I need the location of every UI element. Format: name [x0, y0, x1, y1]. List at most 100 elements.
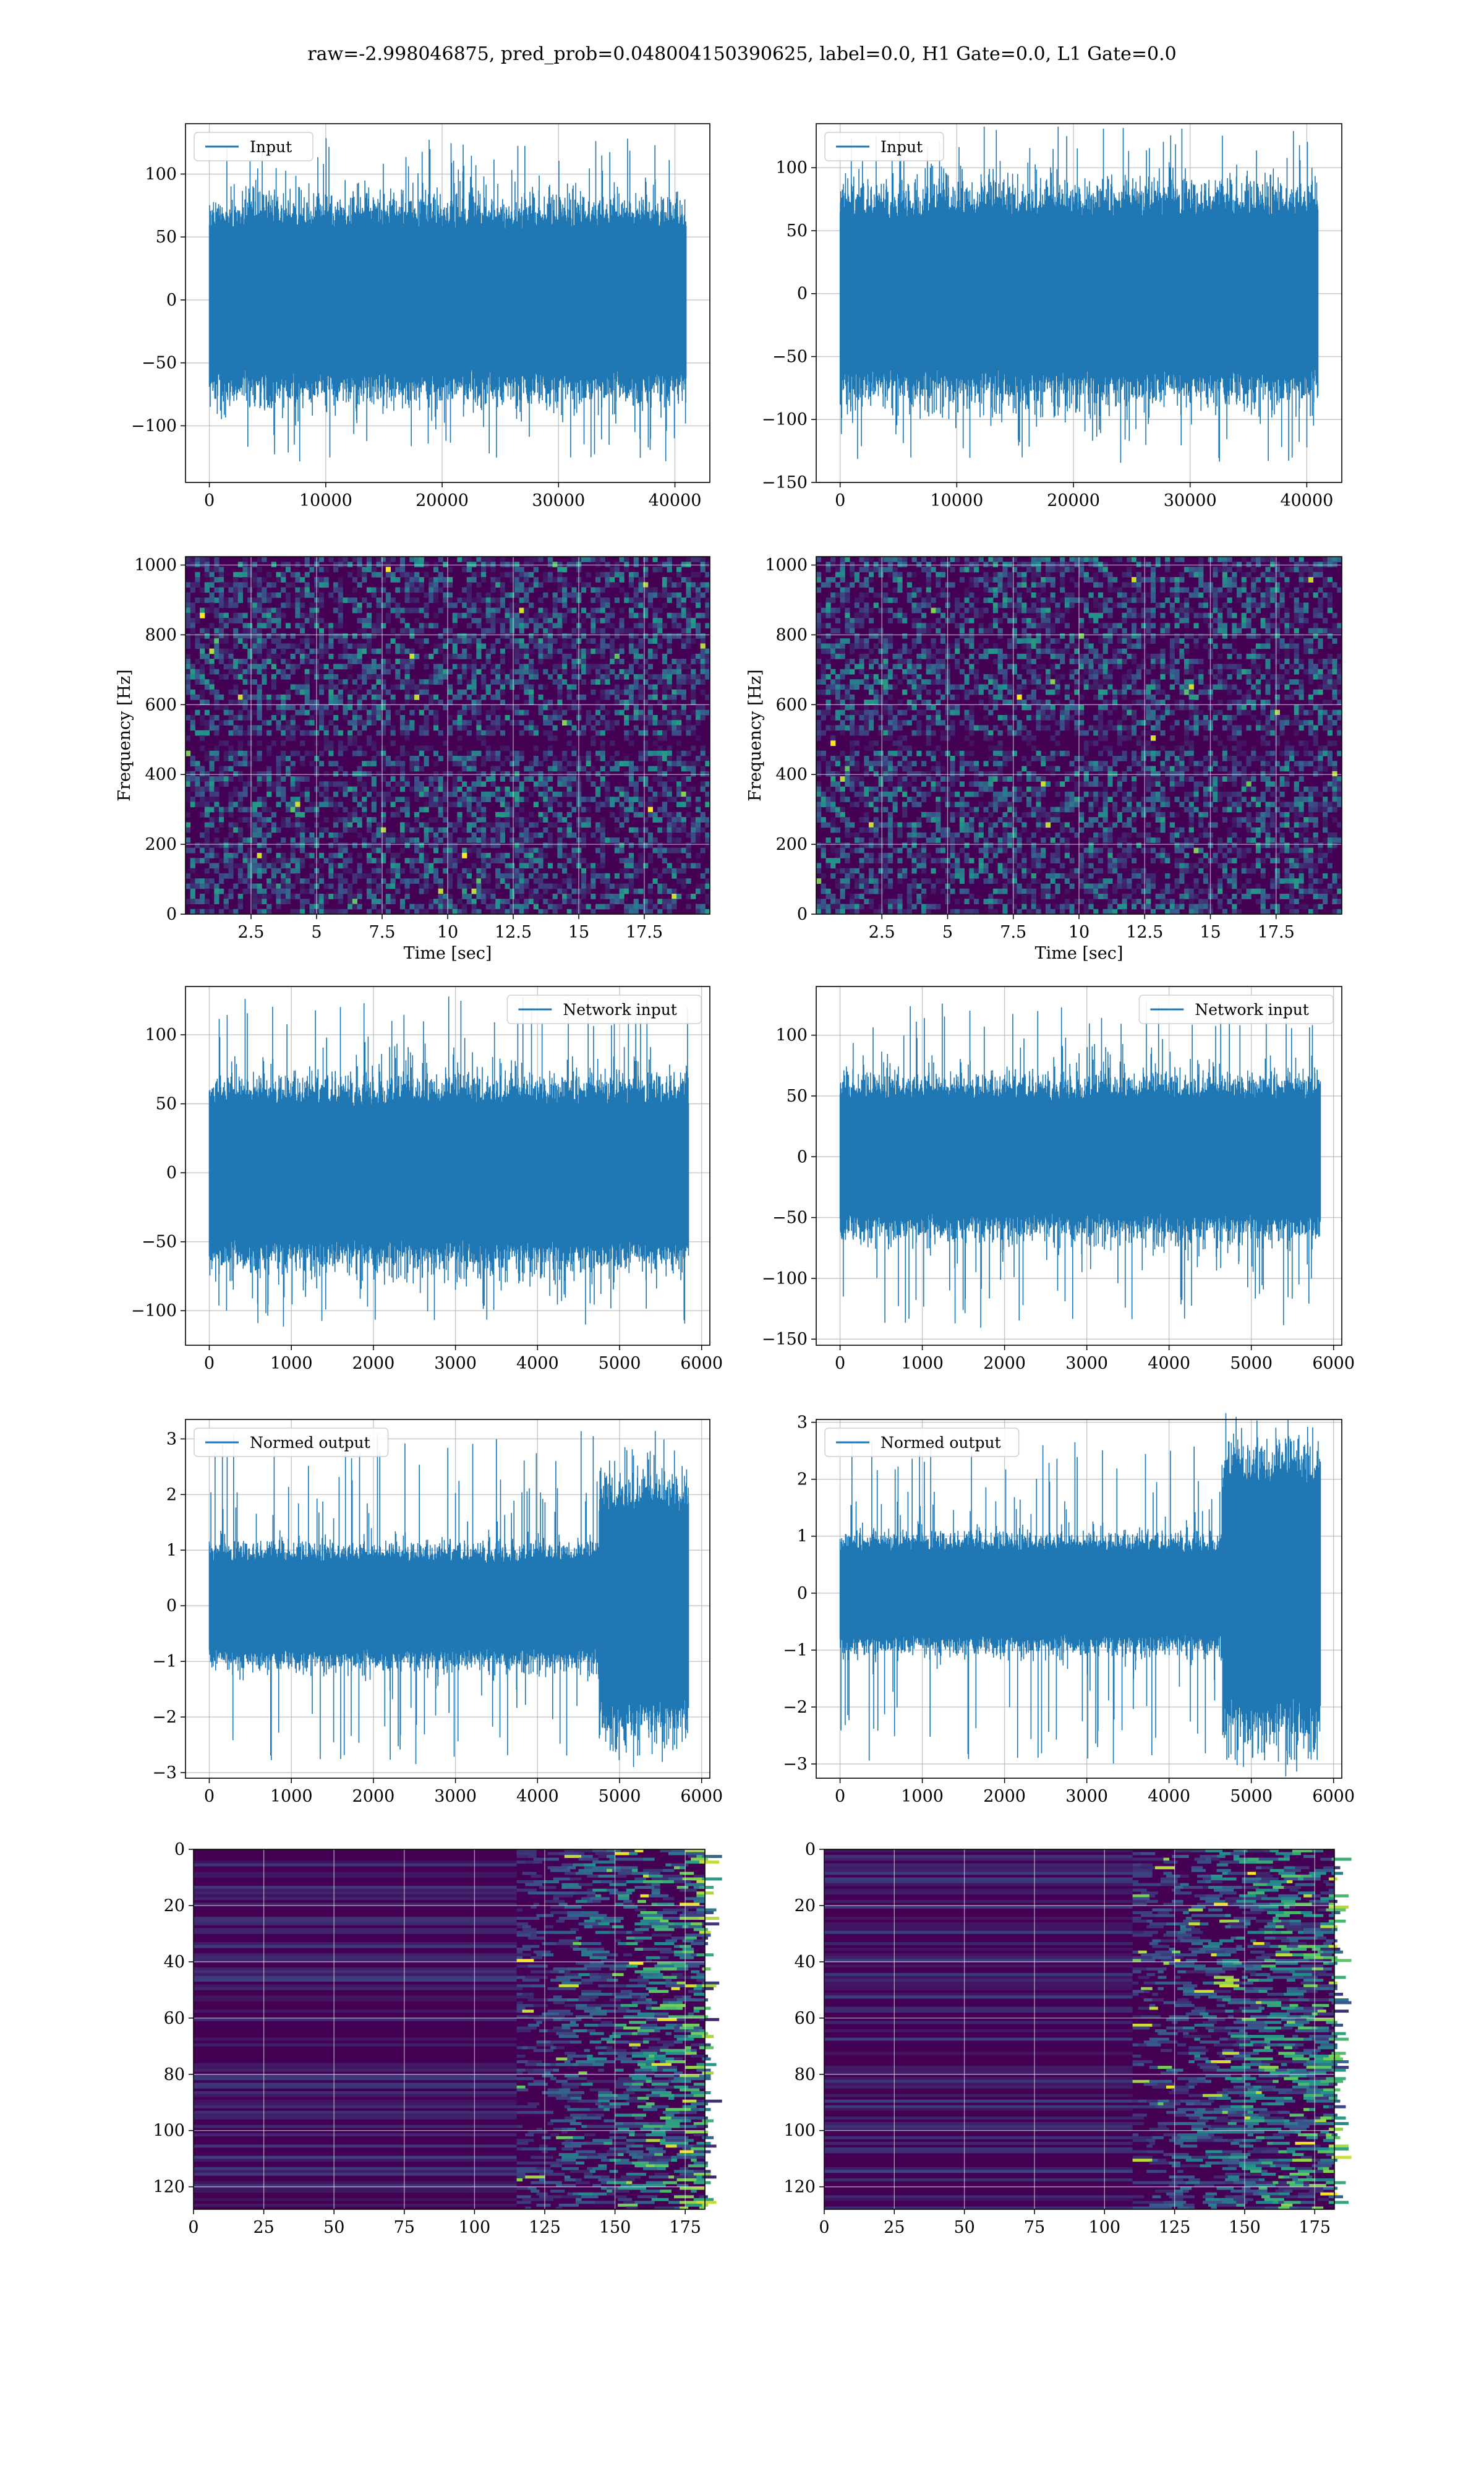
heatmap-cell	[281, 562, 286, 568]
heatmap-cell	[348, 664, 353, 670]
heatmap-cell	[845, 592, 850, 598]
heatmap-cell	[295, 802, 301, 808]
heatmap-cell	[328, 674, 334, 680]
heatmap-cell	[318, 648, 325, 654]
heatmap-cell	[581, 648, 587, 654]
heatmap-cell	[940, 623, 946, 629]
heatmap-cell	[614, 567, 620, 573]
heatmap-cell	[247, 863, 253, 869]
heatmap-cell	[385, 847, 391, 854]
heatmap-cell	[190, 909, 195, 915]
heatmap-cell	[624, 786, 629, 792]
heatmap-cell	[399, 761, 406, 767]
heatmap-cell	[676, 664, 682, 670]
heatmap-cell	[223, 602, 229, 609]
heatmap-cell	[571, 597, 577, 603]
heatmap-cell	[490, 577, 496, 583]
heatmap-cell	[267, 863, 272, 869]
heatmap-cell	[333, 674, 339, 680]
heatmap-cell	[242, 669, 248, 675]
heatmap-cell	[547, 628, 553, 634]
heatmap-cell	[1222, 577, 1227, 583]
heatmap-cell	[547, 633, 553, 639]
heatmap-cell	[619, 822, 625, 828]
heatmap-cell	[571, 562, 577, 568]
heatmap-cell	[424, 873, 429, 879]
heatmap-cell	[500, 827, 505, 833]
heatmap-cell	[571, 659, 577, 664]
heatmap-cell	[395, 602, 401, 609]
heatmap-cell	[385, 868, 391, 874]
heatmap-cell	[566, 592, 572, 598]
heatmap-cell	[1174, 557, 1180, 562]
heatmap-cell	[974, 567, 979, 573]
heatmap-cell	[529, 571, 534, 578]
heatmap-cell	[538, 582, 544, 588]
heatmap-cell	[552, 761, 558, 767]
heatmap-cell	[385, 704, 391, 711]
heatmap-cell	[443, 643, 448, 649]
heatmap-cell	[1298, 607, 1304, 614]
heatmap-cell	[1107, 612, 1113, 618]
heatmap-cell	[376, 832, 382, 838]
heatmap-cell	[1098, 602, 1104, 609]
heatmap-cell	[237, 868, 243, 874]
heatmap-cell	[204, 756, 210, 761]
heatmap-cell	[457, 771, 463, 777]
heatmap-cell	[510, 669, 515, 675]
heatmap-cell	[395, 761, 401, 767]
heatmap-cell	[237, 745, 243, 751]
heatmap-cell	[362, 694, 367, 700]
heatmap-cell	[700, 648, 706, 654]
heatmap-cell	[614, 873, 620, 879]
heatmap-cell	[352, 750, 357, 756]
heatmap-cell	[462, 797, 467, 802]
heatmap-cell	[462, 633, 467, 639]
heatmap-cell	[997, 633, 1003, 639]
heatmap-cell	[466, 643, 472, 649]
heatmap-cell	[323, 797, 329, 802]
heatmap-cell	[1193, 567, 1199, 573]
heatmap-cell	[438, 858, 443, 863]
heatmap-cell	[547, 802, 553, 808]
heatmap-cell	[443, 909, 448, 915]
heatmap-cell	[652, 715, 658, 721]
heatmap-cell	[290, 802, 296, 808]
heatmap-cell	[974, 562, 979, 568]
heatmap-cell	[357, 582, 362, 588]
heatmap-cell	[366, 735, 372, 741]
heatmap-cell	[295, 909, 301, 915]
heatmap-cell	[610, 720, 615, 726]
heatmap-cell	[538, 781, 544, 787]
heatmap-cell	[295, 709, 301, 716]
heatmap-cell	[1160, 628, 1166, 634]
heatmap-cell	[662, 704, 668, 711]
heatmap-cell	[1107, 633, 1113, 639]
heatmap-cell	[538, 557, 544, 562]
heatmap-cell	[638, 868, 644, 874]
heatmap-cell	[662, 771, 668, 777]
heatmap-cell	[676, 811, 682, 818]
heatmap-cell	[304, 612, 310, 618]
heatmap-cell	[705, 648, 710, 654]
heatmap-cell	[614, 750, 620, 756]
heatmap-cell	[385, 832, 391, 838]
heatmap-cell	[385, 571, 391, 578]
heatmap-cell	[209, 791, 215, 797]
heatmap-cell	[214, 863, 220, 869]
heatmap-cell	[490, 597, 496, 603]
heatmap-cell	[395, 709, 401, 716]
heatmap-cell	[429, 582, 434, 588]
heatmap-cell	[624, 597, 629, 603]
x-tick-label: 40000	[1280, 491, 1333, 510]
heatmap-cell	[1069, 592, 1075, 598]
heatmap-cell	[267, 582, 272, 588]
heatmap-cell	[964, 618, 970, 623]
heatmap-cell	[1088, 577, 1094, 583]
heatmap-cell	[362, 669, 367, 675]
heatmap-cell	[1088, 618, 1094, 623]
heatmap-cell	[1064, 592, 1070, 598]
heatmap-cell	[869, 577, 874, 583]
heatmap-cell	[223, 720, 229, 726]
heatmap-cell	[390, 557, 396, 562]
